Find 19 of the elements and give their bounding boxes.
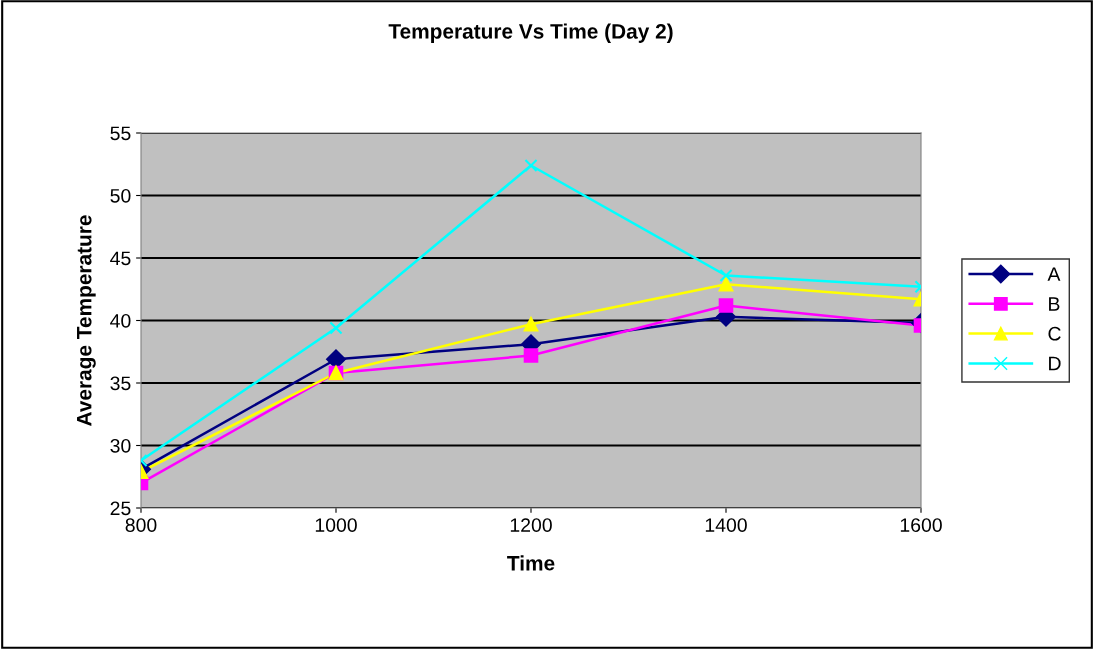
chart-title: Temperature Vs Time (Day 2) <box>388 23 673 43</box>
y-axis-title: Average Temperature <box>77 215 96 426</box>
y-tick-label: 35 <box>110 376 131 391</box>
x-tick-label: 1000 <box>315 518 357 532</box>
x-axis-title: Time <box>507 555 555 571</box>
y-tick-label: 40 <box>110 313 131 328</box>
x-tick-label: 1400 <box>705 518 747 532</box>
y-tick-label: 30 <box>110 438 131 453</box>
legend-label: D <box>1049 356 1061 371</box>
legend-label: B <box>1049 297 1060 311</box>
y-tick-label: 25 <box>110 501 131 516</box>
y-tick-label: 45 <box>110 251 131 266</box>
x-tick-label: 1600 <box>900 518 942 532</box>
legend-label: C <box>1048 326 1061 341</box>
legend-label: A <box>1047 267 1061 281</box>
y-tick-label: 50 <box>110 188 131 203</box>
y-tick-label: 55 <box>110 126 131 141</box>
x-tick-label: 800 <box>125 518 157 532</box>
x-tick-label: 1200 <box>510 518 552 532</box>
